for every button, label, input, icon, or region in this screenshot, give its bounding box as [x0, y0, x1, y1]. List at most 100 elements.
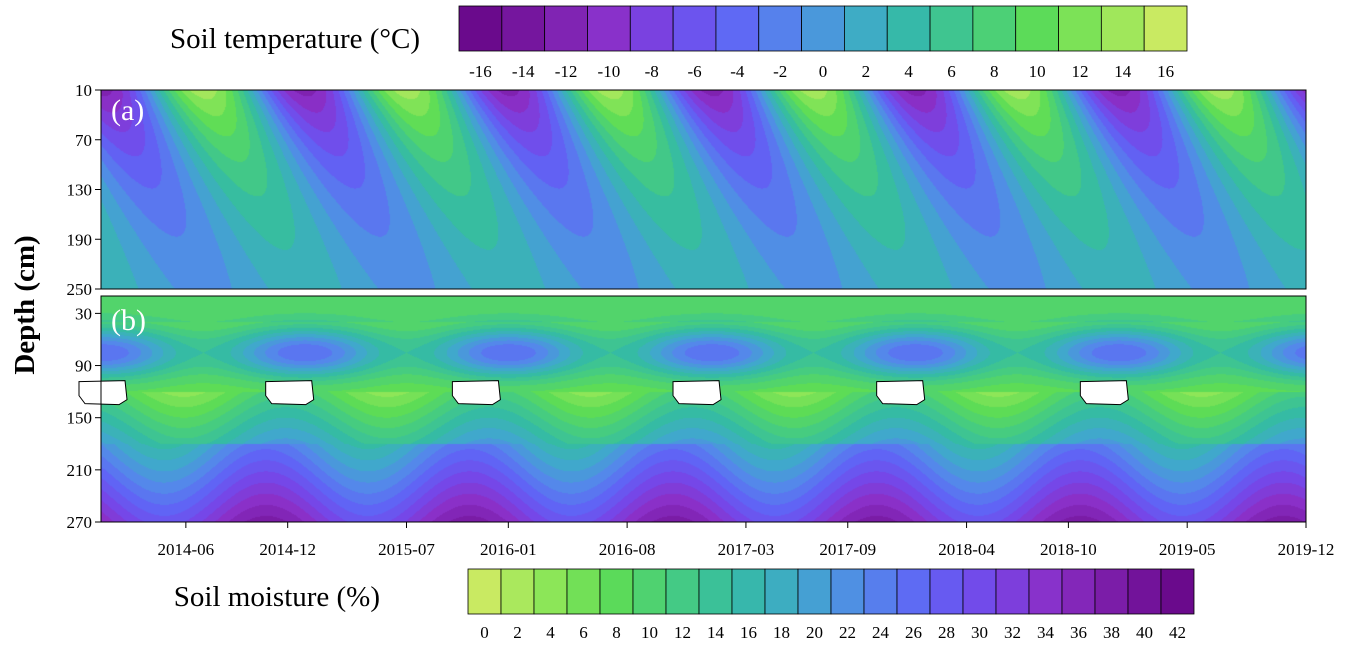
colorbar-tick-label: 8	[990, 62, 999, 81]
colorbar-swatch	[929, 568, 964, 615]
date-axis-ticks: 2014-06 2014-12 2015-07 2016-01 2016-08 2017-…	[158, 522, 1335, 559]
colorbar-tick-label: 38	[1103, 623, 1120, 642]
missing-data-patch	[672, 380, 722, 406]
colorbar-swatch	[886, 5, 931, 52]
colorbar-swatch	[599, 568, 634, 615]
colorbar-tick-label: 26	[905, 623, 922, 642]
x-tick-label: 2017-09	[819, 540, 876, 559]
colorbar-tick-label: 34	[1037, 623, 1055, 642]
x-tick-label: 2014-12	[259, 540, 316, 559]
temperature-colorbar-ticks: -16 -14 -12 -10 -8 -6 -4 -2 0 2 4 6 8 10 12 14 16	[469, 62, 1174, 81]
colorbar-swatch	[1015, 5, 1059, 52]
colorbar-swatch	[533, 568, 568, 615]
colorbar-swatch	[972, 5, 1017, 52]
colorbar-swatch	[629, 5, 674, 52]
x-tick-label: 2016-01	[480, 540, 537, 559]
moisture-colorbar-title: Soil moisture (%)	[174, 581, 380, 613]
colorbar-tick-label: 30	[971, 623, 988, 642]
colorbar-swatch	[758, 5, 802, 52]
contour-field	[101, 90, 1306, 289]
colorbar-tick-label: 14	[1114, 62, 1132, 81]
colorbar-tick-label: 40	[1136, 623, 1153, 642]
colorbar-tick-label: 36	[1070, 623, 1087, 642]
missing-data-patch	[451, 380, 501, 406]
y-tick-label: 190	[67, 230, 93, 249]
y-tick-label: 70	[75, 131, 92, 150]
moisture-contour-plot	[78, 296, 1306, 522]
colorbar-swatch	[1100, 5, 1145, 52]
colorbar-swatch	[962, 568, 997, 615]
moisture-colorbar-ticks: 0 2 4 6 8 10 12 14 16 18 20 22 24 26 28 30 32 34 36 38 40 42	[480, 623, 1186, 642]
colorbar-tick-label: -14	[512, 62, 535, 81]
colorbar-tick-label: -4	[730, 62, 745, 81]
x-tick-label: 2018-10	[1040, 540, 1097, 559]
colorbar-tick-label: 12	[1071, 62, 1088, 81]
colorbar-swatch	[566, 568, 601, 615]
colorbar-tick-label: 6	[579, 623, 588, 642]
colorbar-swatch	[1058, 5, 1102, 52]
colorbar-swatch	[632, 568, 667, 615]
colorbar-tick-label: 2	[513, 623, 522, 642]
colorbar-swatch	[1160, 568, 1195, 615]
temperature-colorbar	[458, 5, 1188, 52]
colorbar-swatch	[830, 568, 865, 615]
colorbar-tick-label: 0	[480, 623, 489, 642]
x-tick-label: 2018-04	[938, 540, 995, 559]
colorbar-tick-label: -8	[645, 62, 659, 81]
colorbar-tick-label: 4	[546, 623, 555, 642]
colorbar-tick-label: 32	[1004, 623, 1021, 642]
temperature-depth-ticks: 10 70 130 190 250	[67, 81, 101, 299]
missing-data-patch	[78, 380, 128, 406]
colorbar-tick-label: 4	[904, 62, 913, 81]
colorbar-tick-label: -6	[687, 62, 701, 81]
colorbar-swatch	[995, 568, 1030, 615]
colorbar-swatch	[863, 568, 898, 615]
colorbar-tick-label: 6	[947, 62, 956, 81]
colorbar-tick-label: -16	[469, 62, 492, 81]
colorbar-tick-label: 2	[862, 62, 871, 81]
colorbar-tick-label: 14	[707, 623, 725, 642]
colorbar-swatch	[1127, 568, 1162, 615]
moisture-depth-ticks: 30 90 150 210 270	[67, 304, 101, 532]
missing-data-patch	[1079, 380, 1129, 406]
colorbar-swatch	[467, 568, 502, 615]
colorbar-swatch	[896, 568, 931, 615]
colorbar-tick-label: 16	[740, 623, 757, 642]
y-tick-label: 10	[75, 81, 92, 100]
colorbar-tick-label: 0	[819, 62, 828, 81]
colorbar-swatch	[544, 5, 588, 52]
panel-b-label: (b)	[111, 304, 146, 337]
y-tick-label: 250	[67, 280, 93, 299]
colorbar-swatch	[731, 568, 766, 615]
moisture-colorbar	[467, 568, 1195, 615]
colorbar-tick-label: 18	[773, 623, 790, 642]
x-tick-label: 2015-07	[378, 540, 435, 559]
colorbar-swatch	[764, 568, 799, 615]
colorbar-tick-label: -12	[555, 62, 578, 81]
colorbar-tick-label: -2	[773, 62, 787, 81]
colorbar-swatch	[797, 568, 832, 615]
colorbar-tick-label: 10	[641, 623, 658, 642]
y-tick-label: 210	[67, 461, 93, 480]
colorbar-swatch	[1028, 568, 1063, 615]
colorbar-swatch	[698, 568, 733, 615]
contour-field	[101, 296, 1306, 522]
colorbar-swatch	[715, 5, 760, 52]
colorbar-swatch	[1061, 568, 1096, 615]
y-tick-label: 130	[67, 181, 93, 200]
colorbar-tick-label: 8	[612, 623, 621, 642]
temperature-panel: (a) 10 70 130 190 250	[67, 81, 1307, 299]
x-tick-label: 2016-08	[599, 540, 656, 559]
colorbar-tick-label: 24	[872, 623, 890, 642]
colorbar-tick-label: 22	[839, 623, 856, 642]
y-tick-label: 30	[75, 304, 92, 323]
x-tick-label: 2019-12	[1278, 540, 1335, 559]
colorbar-tick-label: 16	[1157, 62, 1174, 81]
colorbar-tick-label: -10	[598, 62, 621, 81]
colorbar-swatch	[1094, 568, 1129, 615]
x-tick-label: 2014-06	[158, 540, 215, 559]
missing-data-patch	[876, 380, 926, 406]
colorbar-swatch	[929, 5, 974, 52]
